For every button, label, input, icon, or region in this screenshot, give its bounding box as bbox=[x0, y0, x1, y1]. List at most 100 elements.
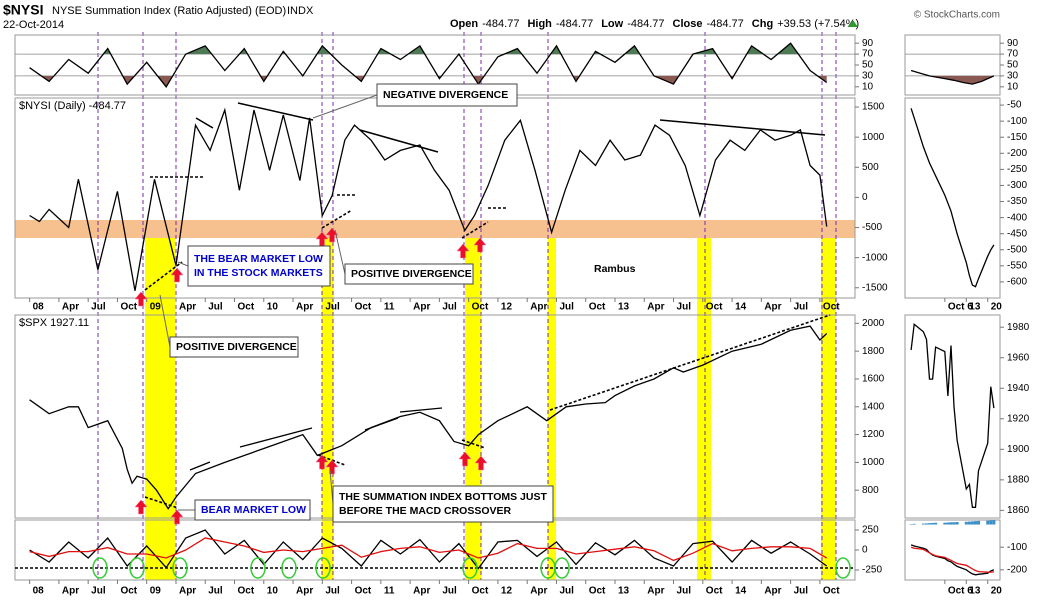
quote-label: Low bbox=[601, 18, 623, 30]
x-tick-label: Oct 6 bbox=[948, 302, 973, 313]
arrow bbox=[315, 454, 329, 470]
arrow bbox=[134, 499, 148, 515]
y-tick-label: -1000 bbox=[862, 252, 888, 263]
histogram-bar bbox=[946, 522, 950, 525]
y-tick-label: 1800 bbox=[862, 346, 885, 357]
x-tick-label: Jul bbox=[559, 302, 574, 313]
x-tick-label: Jul bbox=[794, 586, 809, 597]
x-tick-label: 13 bbox=[969, 586, 981, 597]
y-tick-label: 0 bbox=[862, 192, 868, 203]
x-tick-label: Jul bbox=[442, 302, 457, 313]
x-tick-label: Jul bbox=[559, 586, 574, 597]
x-tick-label: Jul bbox=[677, 302, 692, 313]
bottom-circle bbox=[92, 557, 108, 579]
fill-above bbox=[911, 54, 994, 55]
y-tick-label: -600 bbox=[1007, 277, 1027, 288]
histogram-bar bbox=[955, 522, 959, 525]
trend-line bbox=[399, 407, 443, 413]
y-tick-label: 90 bbox=[862, 38, 874, 49]
panel-label: $SPX 1927.11 bbox=[19, 317, 89, 329]
x-tick-label: Jul bbox=[677, 586, 692, 597]
symbol: $NYSI bbox=[3, 2, 43, 18]
fill-above bbox=[29, 43, 827, 55]
annotation-text: THE BEAR MARKET LOW bbox=[194, 253, 323, 265]
arrow bbox=[134, 291, 148, 307]
trend-line bbox=[195, 117, 214, 129]
annotation-box bbox=[332, 485, 554, 523]
trend-line bbox=[239, 427, 313, 448]
x-tick-label: Apr bbox=[413, 586, 430, 597]
histogram-bar bbox=[943, 522, 947, 525]
quote-value: -484.77 bbox=[706, 18, 743, 30]
x-tick-label: Jul bbox=[91, 302, 106, 313]
callout-line bbox=[177, 261, 189, 267]
y-tick-label: 1920 bbox=[1007, 413, 1030, 424]
x-tick-label: Jul bbox=[208, 302, 223, 313]
x-tick-label: Oct bbox=[355, 586, 372, 597]
x-tick-label: Apr bbox=[179, 586, 196, 597]
highlight-band bbox=[465, 238, 481, 580]
trend-line bbox=[189, 461, 211, 471]
annotation-box bbox=[344, 263, 474, 285]
x-tick-label: Oct bbox=[120, 586, 137, 597]
quote-label: Open bbox=[450, 18, 478, 30]
panel-frame bbox=[904, 97, 1001, 299]
histogram-bar bbox=[992, 520, 996, 525]
annotation-layer: NEGATIVE DIVERGENCE THE BEAR MARKET LOW IN… bbox=[15, 83, 855, 579]
y-tick-label: 1960 bbox=[1007, 352, 1030, 363]
annotation-text: THE SUMMATION INDEX BOTTOMS JUST bbox=[339, 491, 547, 503]
quote-label: Chg bbox=[752, 18, 773, 30]
x-tick-label: Jul bbox=[208, 586, 223, 597]
y-tick-label: 1000 bbox=[862, 132, 885, 143]
quote-value: +39.53 (+7.54%) bbox=[777, 18, 859, 30]
dashed-line bbox=[144, 496, 179, 509]
x-tick-label: 13 bbox=[618, 302, 630, 313]
y-tick-label: 10 bbox=[862, 81, 874, 92]
series-line bbox=[910, 108, 995, 288]
x-tick-label: Oct bbox=[472, 302, 489, 313]
y-tick-label: 1000 bbox=[862, 457, 885, 468]
x-tick-label: Oct bbox=[823, 586, 840, 597]
x-tick-label: Apr bbox=[413, 302, 430, 313]
highlight-band bbox=[322, 238, 333, 580]
bottom-circle bbox=[129, 557, 145, 579]
arrow bbox=[170, 509, 184, 525]
arrow bbox=[325, 459, 339, 475]
y-tick-label: -400 bbox=[1007, 212, 1027, 223]
support-zone bbox=[15, 220, 855, 238]
x-tick-label: Apr bbox=[62, 586, 79, 597]
x-tick-label: Jul bbox=[325, 302, 340, 313]
x-tick-label: 20 bbox=[991, 302, 1003, 313]
histogram-bar bbox=[986, 520, 990, 525]
y-tick-label: -500 bbox=[862, 222, 882, 233]
annotation-text: BEAR MARKET LOW bbox=[201, 504, 306, 516]
annotation-box bbox=[194, 499, 311, 521]
y-tick-label: 1940 bbox=[1007, 383, 1030, 394]
y-tick-label: 1600 bbox=[862, 374, 885, 385]
bottom-circle bbox=[835, 557, 851, 579]
dashed-line bbox=[549, 314, 831, 411]
highlight-band bbox=[821, 238, 836, 580]
x-tick-label: 14 bbox=[735, 586, 747, 597]
series-line bbox=[29, 529, 828, 570]
index-name: NYSE Summation Index (Ratio Adjusted) (E… bbox=[52, 5, 286, 17]
quote: Open -484.77 High -484.77 Low -484.77 Close -48… bbox=[450, 18, 859, 30]
y-tick-label: 70 bbox=[1007, 49, 1019, 60]
histogram-bar bbox=[934, 522, 938, 525]
y-tick-label: -150 bbox=[1007, 132, 1027, 143]
y-tick-label: -500 bbox=[1007, 244, 1027, 255]
trend-line bbox=[364, 417, 399, 431]
x-tick-label: Oct bbox=[120, 302, 137, 313]
y-tick-label: 1200 bbox=[862, 429, 885, 440]
histogram-bar bbox=[964, 521, 968, 525]
dashed-line bbox=[461, 439, 486, 449]
callout-line bbox=[312, 94, 378, 119]
x-tick-label: 12 bbox=[501, 586, 513, 597]
quote-label: High bbox=[527, 18, 552, 30]
y-tick-label: 50 bbox=[1007, 60, 1019, 71]
series-line bbox=[910, 546, 994, 573]
quote-label: Close bbox=[673, 18, 703, 30]
x-tick-label: 13 bbox=[618, 586, 630, 597]
series-line bbox=[910, 544, 995, 576]
